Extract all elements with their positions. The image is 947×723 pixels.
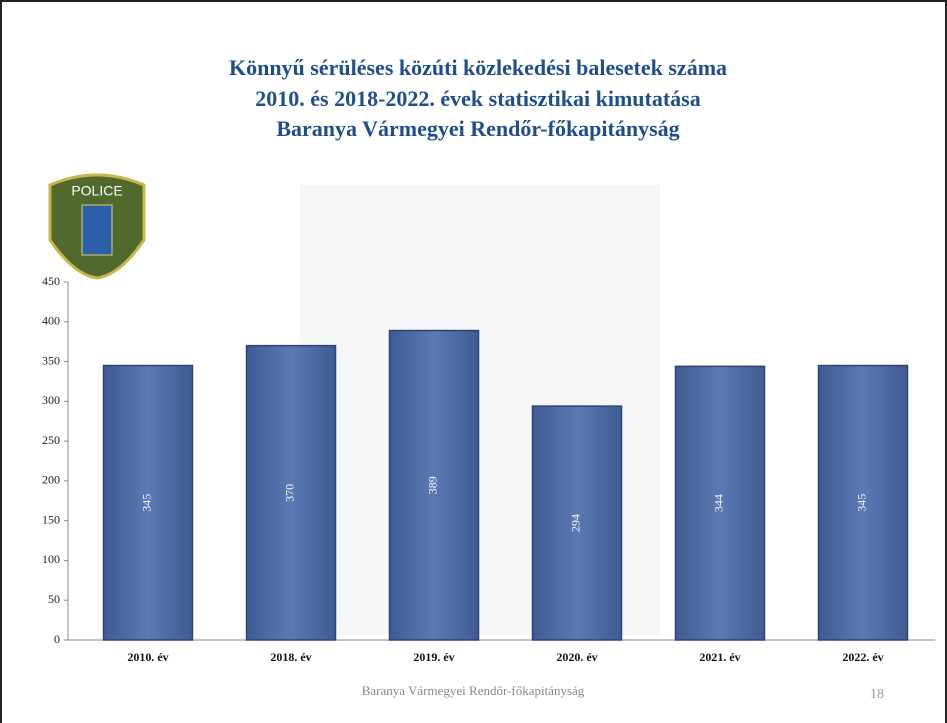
- value-label: 345: [140, 494, 154, 512]
- slide: Könnyű sérüléses közúti közlekedési bale…: [0, 0, 947, 723]
- x-tick-label: 2019. év: [413, 650, 454, 664]
- x-tick-label: 2018. év: [270, 650, 311, 664]
- value-label: 345: [855, 494, 869, 512]
- page-number: 18: [870, 687, 884, 702]
- value-label: 344: [712, 494, 726, 512]
- x-tick-label: 2010. év: [127, 650, 168, 664]
- y-tick-label: 450: [42, 274, 60, 288]
- x-tick-label: 2022. év: [842, 650, 883, 664]
- y-tick-label: 200: [42, 473, 60, 487]
- y-tick-label: 250: [42, 433, 60, 447]
- x-tick-label: 2020. év: [556, 650, 597, 664]
- logo-emblem: [82, 205, 112, 255]
- y-tick-label: 150: [42, 512, 60, 526]
- y-tick-label: 400: [42, 314, 60, 328]
- value-label: 294: [569, 514, 583, 532]
- footer: Baranya Vármegyei Rendőr-főkapitányság: [362, 683, 585, 698]
- value-label: 370: [283, 484, 297, 502]
- y-tick-label: 0: [54, 632, 60, 646]
- logo-text: POLICE: [71, 183, 122, 199]
- y-tick-label: 350: [42, 353, 60, 367]
- title: Könnyű sérüléses közúti közlekedési bale…: [229, 55, 727, 141]
- y-tick-label: 50: [48, 592, 60, 606]
- title-line: 2010. és 2018-2022. évek statisztikai ki…: [255, 86, 700, 111]
- title-line: Baranya Vármegyei Rendőr-főkapitányság: [276, 116, 679, 141]
- x-tick-label: 2021. év: [699, 650, 740, 664]
- title-line: Könnyű sérüléses közúti közlekedési bale…: [229, 55, 727, 80]
- y-tick-label: 300: [42, 393, 60, 407]
- y-tick-label: 100: [42, 552, 60, 566]
- value-label: 389: [426, 476, 440, 494]
